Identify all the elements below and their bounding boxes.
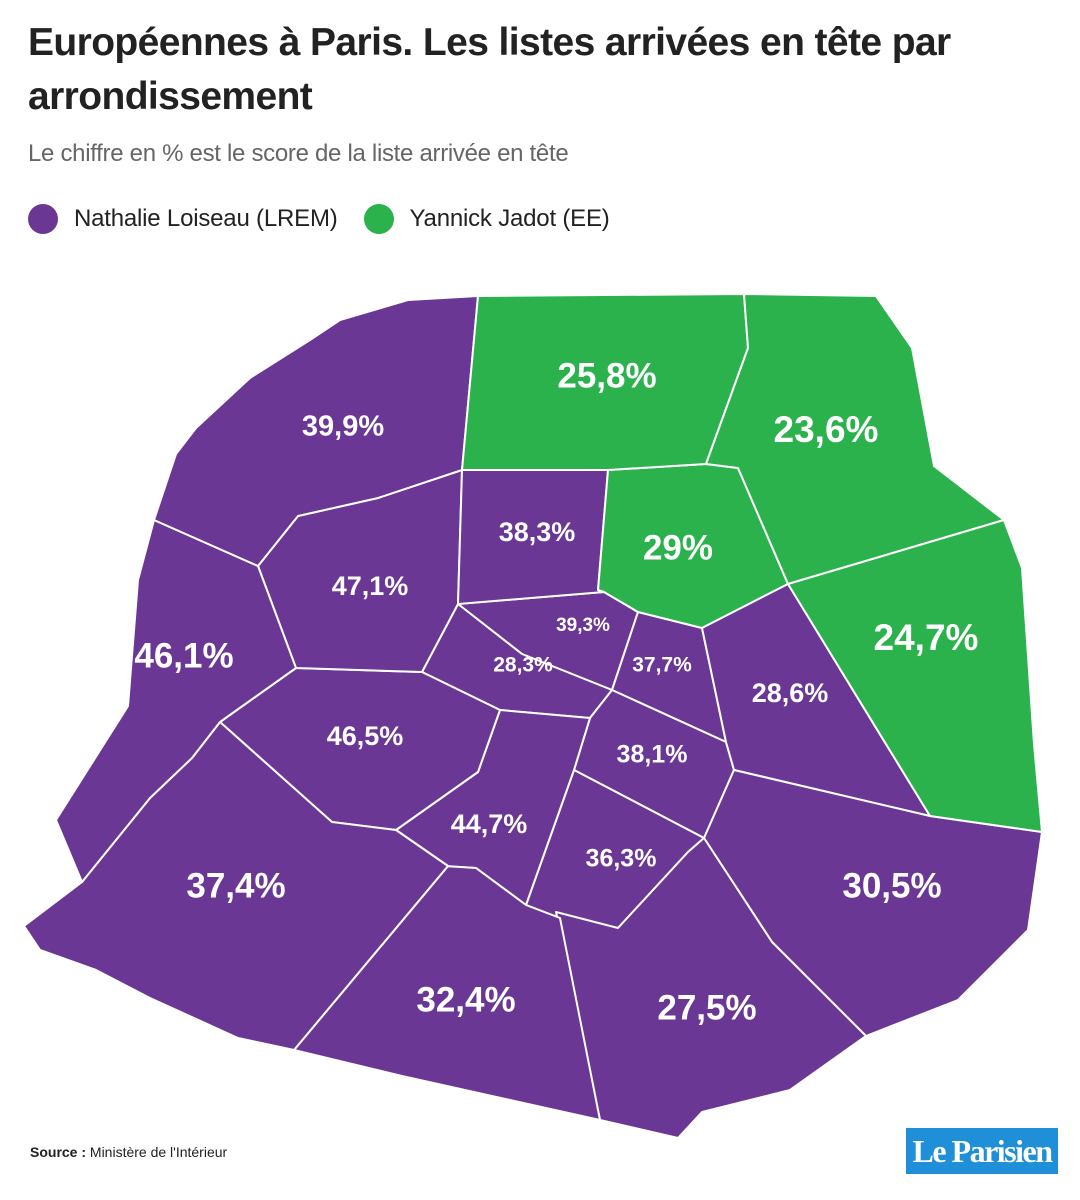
- page-title: Européennes à Paris. Les listes arrivées…: [28, 21, 951, 118]
- legend-item-jadot: Yannick Jadot (EE): [363, 204, 610, 234]
- arrondissement-score-label: 36,3%: [586, 845, 657, 873]
- arrondissement-region: [787, 519, 1043, 833]
- legend-swatch-jadot: [363, 204, 394, 234]
- legend-swatch-loiseau: [28, 204, 58, 234]
- arrondissement-score-label: 24,7%: [874, 617, 979, 658]
- source-note: Source : Ministère de l'Intérieur: [30, 1144, 227, 1160]
- arrondissement-score-label: 25,8%: [557, 356, 656, 395]
- arrondissement-score-label: 32,4%: [416, 980, 515, 1019]
- arrondissement-score-label: 30,5%: [842, 866, 941, 905]
- arrondissement-score-label: 27,5%: [657, 988, 756, 1027]
- arrondissement-score-label: 38,1%: [617, 741, 688, 769]
- arrondissement-score-label: 44,7%: [451, 809, 528, 839]
- source-prefix: Source :: [30, 1144, 87, 1160]
- legend-label-loiseau: Nathalie Loiseau (LREM): [74, 205, 338, 232]
- subtitle: Le chiffre en % est le score de la liste…: [28, 140, 569, 167]
- arrondissement-region: [55, 519, 297, 883]
- legend: Nathalie Loiseau (LREM) Yannick Jadot (E…: [28, 204, 636, 234]
- arrondissement-score-label: 29%: [643, 528, 713, 567]
- arrondissement-score-label: 46,1%: [134, 636, 233, 675]
- legend-item-loiseau: Nathalie Loiseau (LREM): [28, 204, 338, 234]
- le-parisien-logo: Le Parisien: [906, 1128, 1058, 1174]
- legend-label-jadot: Yannick Jadot (EE): [409, 205, 610, 232]
- logo-text: Le Parisien: [912, 1132, 1053, 1169]
- source-text: Ministère de l'Intérieur: [89, 1144, 228, 1160]
- arrondissement-score-label: 47,1%: [332, 571, 409, 601]
- arrondissement-score-label: 39,9%: [302, 411, 384, 443]
- arrondissement-score-label: 37,7%: [632, 654, 692, 677]
- arrondissement-score-label: 39,3%: [556, 615, 610, 636]
- arrondissement-score-label: 28,6%: [752, 678, 829, 708]
- arrondissement-score-label: 38,3%: [499, 517, 576, 547]
- arrondissement-region: [555, 837, 867, 1139]
- arrondissement-score-label: 23,6%: [774, 409, 879, 450]
- arrondissement-score-label: 46,5%: [327, 721, 404, 751]
- arrondissement-score-label: 28,3%: [493, 654, 553, 677]
- arrondissement-score-label: 37,4%: [186, 866, 285, 905]
